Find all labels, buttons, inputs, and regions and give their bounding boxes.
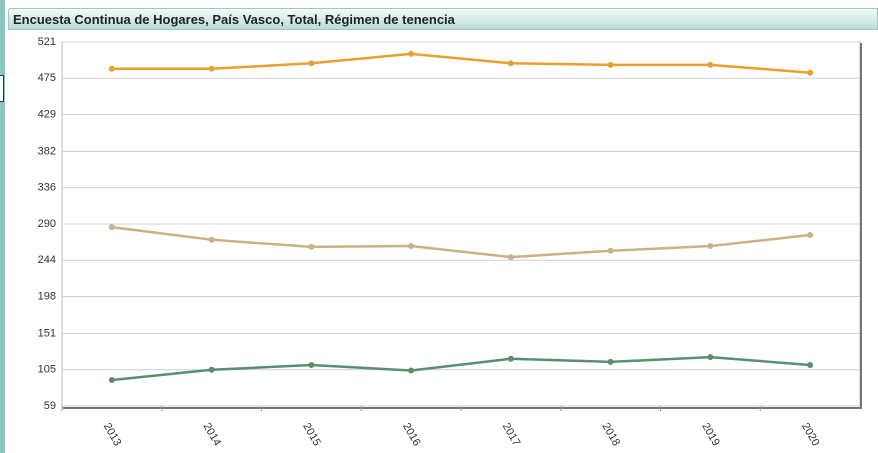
x-tick-label: 2019 xyxy=(699,421,722,448)
y-tick-label: 290 xyxy=(38,218,56,230)
x-tick-label: 2016 xyxy=(400,421,423,448)
plot-shadow xyxy=(63,43,862,409)
series-line xyxy=(111,52,811,74)
data-point xyxy=(108,224,115,231)
x-tick-label: 2020 xyxy=(799,421,822,448)
data-point xyxy=(507,60,514,67)
data-point xyxy=(208,366,215,373)
y-tick-label: 244 xyxy=(38,254,56,266)
y-tick-label: 382 xyxy=(38,145,56,157)
side-tab xyxy=(0,75,4,102)
x-tick-label: 2017 xyxy=(500,421,523,448)
data-point xyxy=(308,60,315,67)
data-point xyxy=(408,367,415,374)
x-tick-label: 2015 xyxy=(300,421,323,448)
data-point xyxy=(108,377,115,383)
y-tick-label: 475 xyxy=(38,72,56,84)
y-tick-label: 521 xyxy=(38,36,56,48)
chart-title: Encuesta Continua de Hogares, País Vasco… xyxy=(13,12,455,27)
series-line xyxy=(111,355,811,382)
y-tick-label: 198 xyxy=(38,290,56,302)
y-tick-label: 105 xyxy=(38,364,56,376)
data-point xyxy=(607,61,614,68)
y-tick-label: 336 xyxy=(38,182,56,194)
x-tick-label: 2013 xyxy=(101,421,124,448)
data-point xyxy=(208,236,215,243)
data-point xyxy=(807,232,814,239)
data-point xyxy=(408,243,415,250)
data-point xyxy=(507,254,514,261)
data-point xyxy=(707,243,714,250)
side-strip xyxy=(0,0,5,453)
y-tick-label: 429 xyxy=(38,108,56,120)
x-tick-label: 2018 xyxy=(600,421,623,448)
data-point xyxy=(807,69,814,76)
series-line xyxy=(111,225,811,259)
data-point xyxy=(208,65,215,72)
data-point xyxy=(807,362,814,369)
y-tick-label: 59 xyxy=(44,400,56,412)
data-point xyxy=(607,358,614,365)
data-point xyxy=(308,362,315,369)
x-tick-label: 2014 xyxy=(201,421,224,448)
data-point xyxy=(108,65,115,72)
data-point xyxy=(308,243,315,250)
y-tick-label: 151 xyxy=(38,327,56,339)
data-point xyxy=(607,247,614,254)
data-point xyxy=(707,354,714,361)
title-bar: Encuesta Continua de Hogares, País Vasco… xyxy=(8,8,878,30)
data-point xyxy=(707,61,714,68)
data-point xyxy=(507,355,514,362)
data-point xyxy=(408,50,415,57)
